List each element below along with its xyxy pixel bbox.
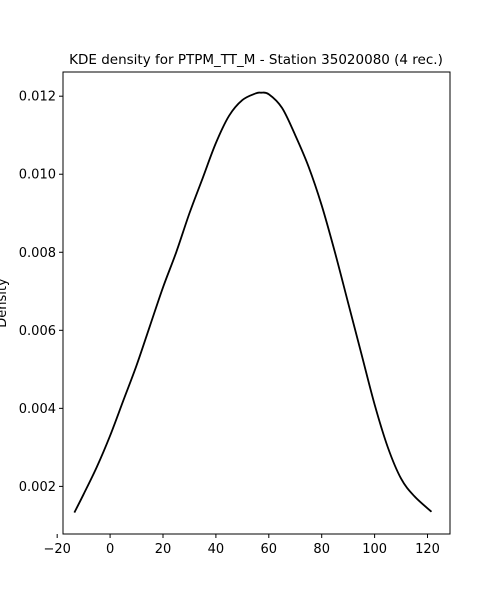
y-tick-label: 0.010 [19,168,56,183]
chart-title: KDE density for PTPM_TT_M - Station 3502… [69,52,443,68]
x-tick-label: 100 [362,542,387,557]
density-line [73,91,433,513]
x-tick-label: 20 [155,542,172,557]
x-tick-label: 60 [261,542,278,557]
y-tick-label: 0.008 [19,246,56,261]
x-tick-label: 40 [208,542,225,557]
y-tick-label: 0.004 [19,402,56,417]
y-tick-label: 0.006 [19,324,56,339]
y-tick-label: 0.012 [19,90,56,105]
x-axis: −20 0 20 40 60 80 100 120 [43,534,440,557]
y-axis: 0.002 0.004 0.006 0.008 0.010 0.012 [19,90,63,495]
plot-frame [62,71,451,535]
x-tick-label: 0 [106,542,114,557]
x-tick-label: −20 [43,542,70,557]
y-axis-label: Density [0,278,10,328]
y-tick-label: 0.002 [19,480,56,495]
x-tick-label: 120 [415,542,440,557]
x-tick-label: 80 [313,542,330,557]
